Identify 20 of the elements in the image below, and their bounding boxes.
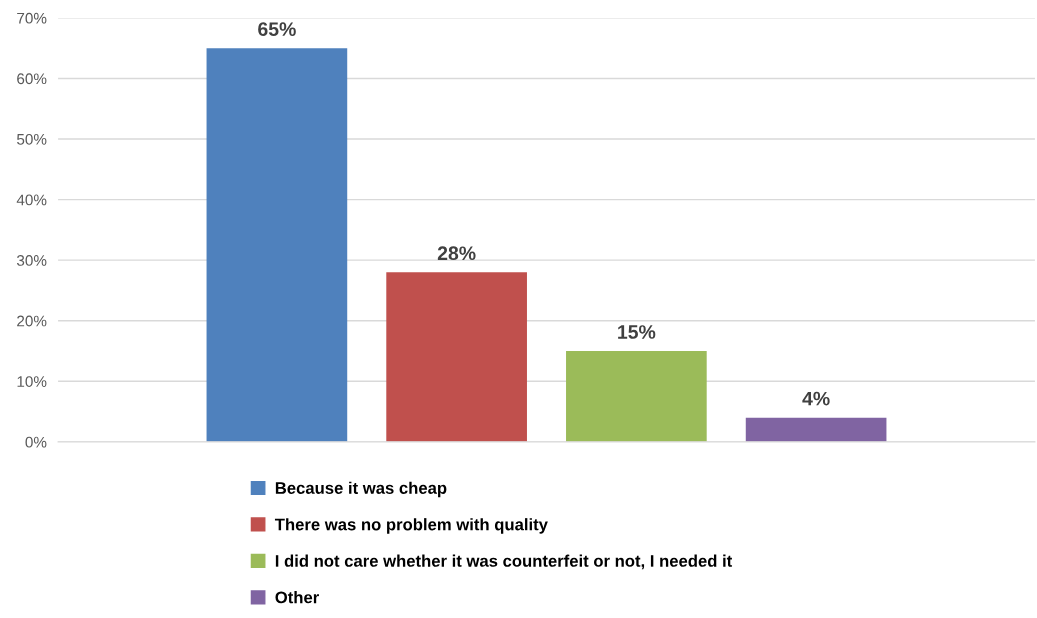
y-tick-label: 20% xyxy=(17,315,47,327)
legend-label: Because it was cheap xyxy=(275,481,447,498)
text: 15% xyxy=(618,325,656,339)
y-tick-label: 30% xyxy=(16,255,47,266)
bar xyxy=(566,351,707,442)
y-tick-label: 70% xyxy=(17,12,47,24)
y-tick-label: 10% xyxy=(17,376,47,387)
bar xyxy=(745,417,887,442)
text: 28% xyxy=(437,246,476,261)
y-tick-label: 50% xyxy=(16,133,47,145)
text: 4% xyxy=(802,391,830,406)
legend-label: I did not care whether it was counterfeit or not, I needed it xyxy=(275,554,733,570)
y-tick-label: 0% xyxy=(25,436,47,448)
bar xyxy=(206,48,348,442)
bar xyxy=(386,272,527,442)
y-tick-label: 60% xyxy=(17,73,47,85)
text: 65% xyxy=(258,22,296,37)
y-tick-label: 40% xyxy=(16,194,47,206)
legend-label: There was no problem with quality xyxy=(274,518,548,534)
legend-label: Other xyxy=(275,591,319,604)
